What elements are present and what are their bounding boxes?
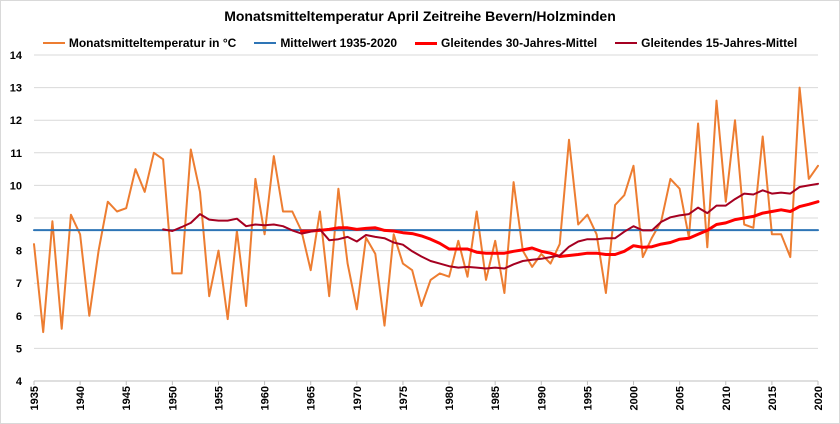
legend-swatch-15yr	[615, 42, 638, 44]
x-tick-label-1965: 1965	[306, 386, 318, 410]
y-tick-label-10: 10	[10, 180, 22, 192]
x-tick-label-1995: 1995	[582, 386, 594, 410]
x-tick-label-1980: 1980	[444, 386, 456, 410]
x-tick-label-1985: 1985	[490, 386, 502, 410]
x-tick-label-2005: 2005	[675, 386, 687, 410]
chart-title: Monatsmitteltemperatur April Zeitreihe B…	[224, 8, 616, 24]
legend-swatch-30yr	[415, 41, 438, 45]
legend-label-30yr: Gleitendes 30-Jahres-Mittel	[441, 36, 598, 50]
x-tick-label-2010: 2010	[721, 386, 733, 410]
chart-legend: Monatsmitteltemperatur in °C Mittelwert …	[0, 36, 840, 50]
legend-label-mean: Mittelwert 1935-2020	[280, 36, 398, 50]
y-tick-label-11: 11	[10, 148, 22, 160]
x-tick-label-1970: 1970	[352, 386, 364, 410]
legend-swatch-mean	[254, 42, 277, 44]
legend-label-15yr: Gleitendes 15-Jahres-Mittel	[641, 36, 798, 50]
x-tick-label-1960: 1960	[260, 386, 272, 410]
y-tick-label-5: 5	[16, 343, 22, 355]
legend-item-monthly: Monatsmitteltemperatur in °C	[42, 36, 237, 50]
legend-item-30yr: Gleitendes 30-Jahres-Mittel	[415, 36, 597, 50]
x-tick-label-1975: 1975	[398, 386, 410, 410]
y-tick-label-4: 4	[16, 376, 23, 388]
x-tick-label-1935: 1935	[29, 386, 41, 410]
legend-label-monthly: Monatsmitteltemperatur in °C	[68, 36, 237, 50]
legend-item-15yr: Gleitendes 15-Jahres-Mittel	[615, 36, 797, 50]
legend-item-mean: Mittelwert 1935-2020	[254, 36, 397, 50]
y-tick-label-7: 7	[16, 278, 22, 290]
y-tick-label-8: 8	[16, 246, 22, 258]
y-tick-label-14: 14	[10, 50, 23, 62]
series-line-rolling-15yr	[162, 182, 819, 270]
legend-swatch-monthly	[42, 42, 65, 44]
x-tick-label-1950: 1950	[167, 386, 179, 410]
x-tick-label-2000: 2000	[629, 386, 641, 410]
x-tick-label-2015: 2015	[767, 386, 779, 410]
y-tick-label-9: 9	[16, 213, 22, 225]
x-tick-label-1990: 1990	[536, 386, 548, 410]
x-tick-label-1940: 1940	[75, 386, 87, 410]
x-tick-label-1955: 1955	[213, 386, 225, 410]
x-tick-label-2020: 2020	[813, 386, 825, 410]
y-tick-label-13: 13	[10, 83, 22, 95]
x-tick-label-1945: 1945	[121, 386, 133, 410]
y-tick-label-12: 12	[10, 115, 22, 127]
y-tick-label-6: 6	[16, 311, 22, 323]
